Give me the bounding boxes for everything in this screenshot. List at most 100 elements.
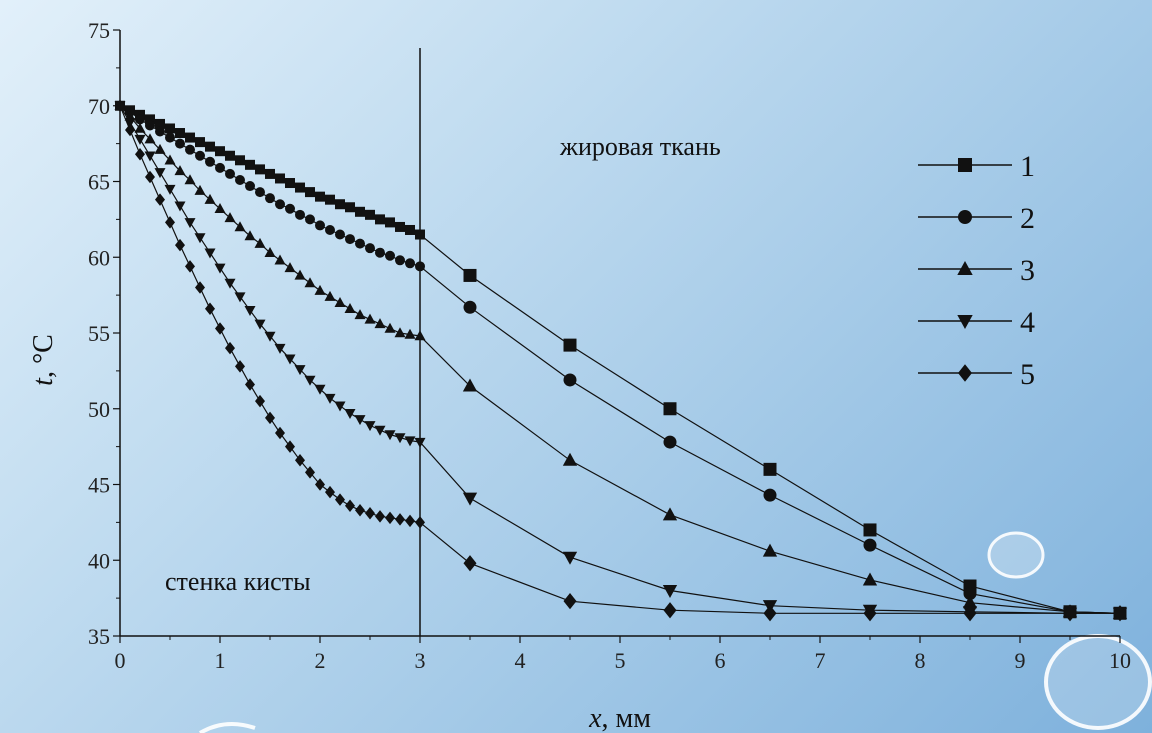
series-5-point	[295, 454, 305, 467]
y-tick-label: 50	[88, 397, 110, 422]
series-2-point	[415, 261, 425, 272]
series-1-point	[245, 159, 255, 170]
series-4-point	[234, 292, 246, 303]
series-5-point	[215, 322, 225, 335]
series-3-point	[284, 262, 296, 273]
series-4-point	[344, 409, 356, 420]
series-3-point	[762, 543, 778, 557]
series-5-point	[275, 426, 285, 440]
series-2-point	[135, 114, 145, 125]
y-axis-title: t, °C	[28, 334, 59, 386]
series-2-point	[195, 150, 205, 161]
series-5-point	[265, 411, 275, 425]
series-4-point	[264, 331, 276, 342]
series-1-point	[415, 229, 425, 240]
series-4-point	[124, 118, 136, 129]
series-4-point	[324, 393, 336, 404]
series-3-point	[134, 122, 146, 133]
bubble-large	[1044, 634, 1152, 730]
series-markers	[114, 99, 1128, 622]
series-1-point	[563, 338, 577, 352]
legend-label-4: 4	[1020, 306, 1035, 339]
series-3-line	[119, 105, 1121, 614]
series-4-point	[284, 354, 296, 365]
legend-label-3: 3	[1020, 254, 1035, 287]
series-2-point	[463, 300, 477, 314]
series-1-point	[275, 173, 285, 184]
series-3-point	[154, 143, 166, 154]
series-3-point	[264, 246, 276, 257]
series-1-point	[405, 224, 415, 235]
series-3-point	[374, 318, 386, 329]
x-tick-label: 8	[915, 648, 926, 673]
series-2-point	[385, 250, 395, 261]
region-label-left: стенка кисты	[165, 567, 311, 596]
y-tick-label: 75	[88, 18, 110, 43]
series-4-point	[334, 401, 346, 412]
series-1-point	[155, 118, 165, 129]
series-1-point	[335, 199, 345, 210]
bubble-fragment	[198, 722, 256, 733]
series-5-point	[285, 440, 295, 453]
series-4-point	[164, 184, 176, 195]
series-1-point	[325, 194, 335, 205]
legend-label-1: 1	[1020, 150, 1035, 183]
series-4-point	[184, 218, 196, 229]
series-5-point	[135, 147, 145, 161]
series-5-point	[335, 493, 345, 506]
series-5-point	[205, 302, 215, 316]
y-tick-label: 60	[88, 245, 110, 270]
series-3-point	[244, 230, 256, 241]
series-3-point	[334, 296, 346, 307]
series-2-point	[395, 255, 405, 266]
series-3-point	[144, 133, 156, 144]
series-5-point	[315, 478, 325, 491]
series-4-point	[374, 425, 386, 436]
x-tick-label: 4	[515, 648, 526, 673]
series-5-point	[165, 216, 175, 229]
x-tick-label: 10	[1109, 648, 1131, 673]
legend-label-2: 2	[1020, 202, 1035, 235]
legend-marker-3	[957, 260, 973, 275]
series-4-point	[154, 168, 166, 179]
series-1-point	[165, 123, 175, 134]
series-1-point	[285, 178, 295, 189]
decorative-bubbles	[198, 531, 1152, 733]
series-5-point	[325, 485, 335, 499]
series-3-point	[164, 154, 176, 165]
series-4-point	[144, 151, 156, 162]
series-lines	[119, 105, 1121, 614]
legend: 1 2 3 4 5	[918, 150, 1035, 391]
x-axis-title: x, мм	[588, 703, 651, 733]
series-1-point	[375, 214, 385, 225]
series-3-point	[462, 378, 478, 392]
series-2-point	[863, 538, 877, 552]
series-4-line	[119, 105, 1120, 614]
series-1-point	[463, 268, 477, 282]
series-5-point	[125, 123, 135, 137]
series-1-point	[255, 164, 265, 175]
series-5-point	[1113, 605, 1127, 622]
x-tick-label: 7	[815, 648, 826, 673]
series-5-point	[763, 605, 777, 622]
series-2-point	[963, 587, 977, 601]
series-5-point	[225, 341, 235, 355]
series-2-point	[165, 132, 175, 143]
series-5-point	[1063, 605, 1077, 622]
x-tick-label: 6	[715, 648, 726, 673]
series-1-point	[763, 462, 777, 476]
series-2-point	[355, 238, 365, 249]
series-3-point	[234, 221, 246, 232]
series-3-point	[384, 322, 396, 333]
series-5-point	[863, 605, 877, 622]
series-4-point	[462, 492, 478, 506]
series-1-point	[145, 114, 155, 125]
series-2-point	[345, 234, 355, 245]
series-3-point	[294, 269, 306, 280]
series-1-point	[185, 132, 195, 143]
series-5-point	[235, 360, 245, 373]
series-5-point	[375, 510, 385, 523]
series-2-point	[663, 435, 677, 449]
series-2-point	[245, 181, 255, 192]
